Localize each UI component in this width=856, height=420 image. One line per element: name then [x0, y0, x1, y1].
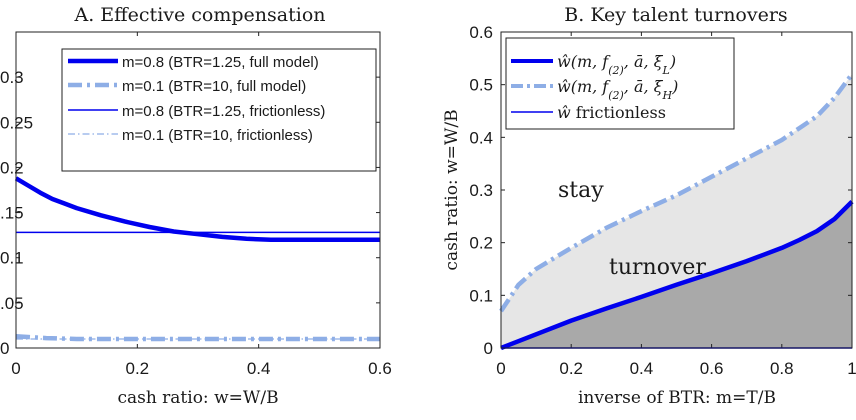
series-line-2 [499, 72, 854, 313]
x-tick-label: 0.4 [630, 359, 654, 378]
panel-a-series [14, 176, 380, 342]
y-tick-label: 0.5 [469, 76, 493, 95]
x-tick-label: 0.8 [770, 359, 794, 378]
panel-b-legend-box [505, 37, 735, 130]
panel-b-title: B. Key talent turnovers [564, 4, 787, 26]
x-tick-label: 0.6 [368, 359, 392, 378]
legend-entry-3: m=0.8 (BTR=1.25, frictionless) [122, 103, 325, 120]
x-tick-label: 0.6 [700, 359, 724, 378]
y-tick-label: 0.1 [469, 286, 493, 305]
y-tick-label: 0.25 [0, 113, 33, 132]
panel-b-key-talent-turnovers: B. Key talent turnovers 0 0.1 0.2 0.3 0.4 0.5… [442, 4, 856, 408]
panel-a-title: A. Effective compensation [74, 4, 326, 26]
y-tick-label: 0.4 [469, 128, 493, 147]
panel-b-legend: ŵ(m, f(2), ā, ξL) ŵ(m, f(2), ā, ξH) ŵ fr… [505, 37, 735, 130]
y-tick-label: 0.2 [0, 158, 24, 177]
region-label-turnover: turnover [609, 255, 706, 280]
panel-a-y-tick-labels: 0 .05 0.1 .15 0.2 0.25 0.3 [0, 68, 33, 358]
x-tick-label: 0 [11, 359, 20, 378]
x-tick-label: 0.2 [559, 359, 583, 378]
y-tick-label: 0.3 [469, 181, 493, 200]
series-line-1 [14, 176, 380, 242]
series-line-1 [500, 200, 854, 351]
region-stay [501, 74, 852, 348]
legend-entry-frictionless: ŵ frictionless [557, 103, 666, 122]
panel-a-legend: m=0.8 (BTR=1.25, full model) m=0.1 (BTR=1… [61, 48, 377, 172]
panel-b-y-tick-labels: 0 0.1 0.2 0.3 0.4 0.5 0.6 [469, 23, 493, 358]
panel-a-effective-compensation: A. Effective compensation 0.050.1.150.20… [0, 4, 392, 408]
legend-entry-2: m=0.1 (BTR=10, full model) [122, 78, 306, 95]
y-tick-label: 0 [484, 339, 493, 358]
x-tick-label: 0.2 [126, 359, 150, 378]
panel-a-axes-box [15, 31, 381, 349]
panel-b-x-axis-label: inverse of BTR: m=T/B [578, 388, 776, 408]
panel-b-axes-box [500, 31, 853, 349]
series-line-2 [15, 334, 380, 342]
panel-a-x-tick-labels: 0 0.2 0.4 0.6 [11, 359, 392, 378]
x-tick-label: 0.4 [247, 359, 271, 378]
x-tick-label: 1 [847, 359, 856, 378]
legend-entry-1: m=0.8 (BTR=1.25, full model) [122, 54, 319, 71]
y-tick-label: .15 [0, 204, 24, 223]
legend-entry-4: m=0.1 (BTR=10, frictionless) [122, 127, 313, 144]
y-tick-label: 0.2 [469, 234, 493, 253]
panel-b-x-tick-labels: 0 0.2 0.4 0.6 0.8 1 [496, 359, 856, 378]
y-tick-label: .05 [0, 294, 24, 313]
region-turnover [501, 201, 852, 348]
y-tick-label: 0.3 [0, 68, 24, 87]
x-tick-label: 0 [496, 359, 505, 378]
region-label-stay: stay [558, 178, 604, 203]
y-tick-label: 0 [0, 339, 9, 358]
panel-b-regions [501, 74, 852, 348]
panel-a-x-axis-label: cash ratio: w=W/B [117, 388, 278, 408]
panel-b-y-axis-label: cash ratio: w=W/B [442, 109, 462, 270]
y-tick-label: 0.1 [0, 249, 24, 268]
y-tick-label: 0.6 [469, 23, 493, 42]
